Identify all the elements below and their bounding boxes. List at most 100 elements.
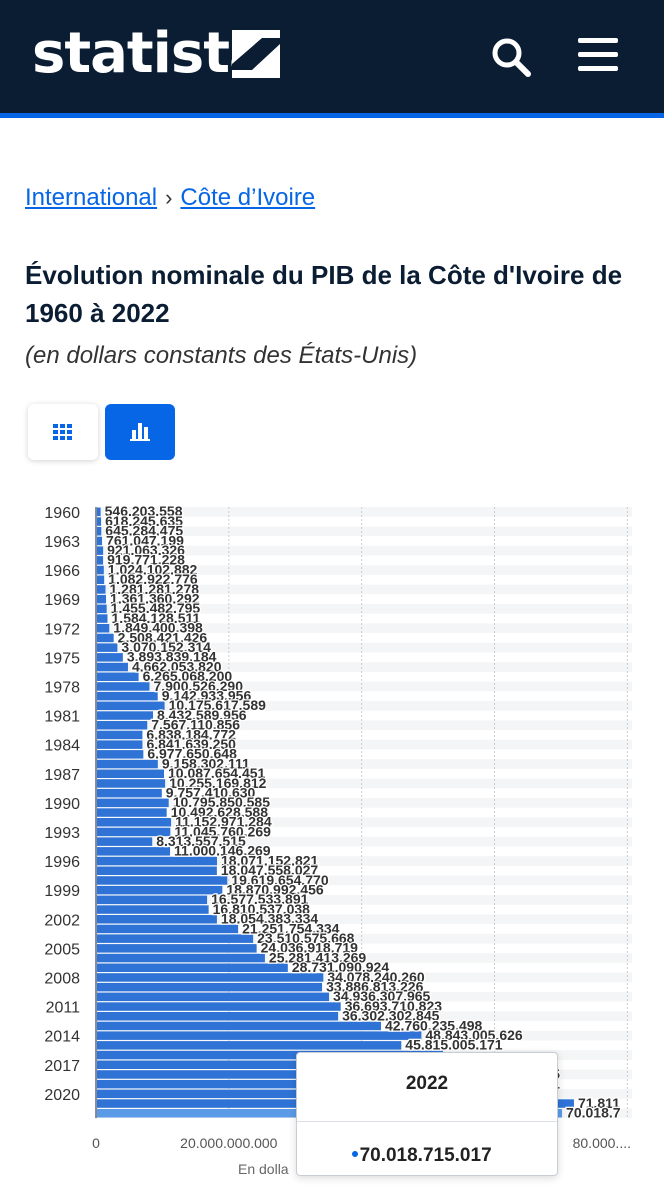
statista-logo[interactable]: statista [32, 21, 267, 86]
value-label-1985: 6.977.650.648 [147, 746, 237, 762]
value-label-1999: 18.870.992.456 [226, 882, 324, 898]
value-label-1968: 1.281.281.278 [110, 581, 200, 597]
year-label-1987: 1987 [44, 767, 80, 784]
breadcrumb: International › Côte d’Ivoire [25, 184, 315, 212]
row-band [96, 778, 632, 789]
bar-2003 [97, 924, 239, 934]
bar-1986 [97, 759, 158, 769]
value-label-1971: 1.584.128.511 [112, 610, 201, 626]
row-band [96, 739, 632, 750]
year-label-1966: 1966 [44, 563, 80, 580]
row-band [96, 526, 632, 537]
bar-1995 [97, 847, 171, 856]
value-label-1967: 1.082.922.776 [108, 571, 198, 587]
x-tick-label: 20.000.000.000 [180, 1135, 278, 1151]
bar-1993 [97, 827, 171, 837]
row-band [96, 972, 632, 983]
row-band [96, 701, 632, 711]
year-label-1993: 1993 [44, 825, 80, 842]
row-band [96, 584, 632, 595]
hamburger-menu-icon[interactable] [578, 38, 618, 72]
bar-1961 [97, 517, 102, 526]
bar-2010 [97, 992, 330, 1002]
bar-1963 [97, 536, 103, 546]
x-tick-label: 0 [92, 1135, 100, 1151]
bar-1967 [97, 575, 105, 584]
bar-1960 [97, 507, 101, 517]
year-label-1969: 1969 [44, 592, 80, 609]
row-band [96, 507, 632, 517]
row-band [96, 798, 632, 808]
value-label-2008: 34.078.240.260 [327, 969, 425, 985]
x-axis-label: En dolla [238, 1161, 289, 1177]
row-band [96, 856, 632, 866]
value-label-2002: 18.054.383.334 [221, 911, 319, 927]
year-label-1990: 1990 [44, 796, 80, 813]
site-header: statista [0, 0, 664, 113]
bar-1992 [97, 818, 172, 827]
value-label-1983: 6.838.184.772 [146, 726, 236, 742]
row-band [96, 565, 632, 575]
row-band [96, 545, 632, 556]
row-band [96, 953, 632, 963]
value-label-1970: 1.455.482.795 [111, 600, 201, 616]
bar-1973 [97, 633, 114, 643]
row-band [96, 895, 632, 905]
bar-1989 [97, 788, 162, 798]
bar-1980 [97, 701, 165, 711]
value-label-1988: 10.255.169.812 [169, 775, 267, 791]
row-band [96, 720, 632, 731]
search-icon[interactable] [490, 36, 532, 78]
value-label-2007: 28.731.090.924 [292, 959, 390, 975]
value-label-1997: 18.047.558.027 [221, 862, 319, 878]
year-label-1981: 1981 [44, 709, 80, 726]
table-view-button[interactable] [28, 404, 98, 460]
year-label-1960: 1960 [44, 505, 80, 522]
bar-1996 [97, 856, 218, 866]
bar-2014 [97, 1031, 422, 1040]
value-label-1977: 6.265.068.200 [143, 668, 233, 684]
value-label-2005: 24.036.918.719 [261, 940, 359, 956]
bar-2013 [97, 1021, 381, 1031]
bar-1985 [97, 750, 144, 759]
year-label-1963: 1963 [44, 534, 80, 551]
year-label-2017: 2017 [44, 1058, 80, 1075]
value-label-1966: 1.024.102.882 [108, 561, 198, 577]
bar-1990 [97, 798, 169, 808]
value-label-2012: 36.302.302.845 [342, 1008, 440, 1024]
value-label-2004: 23.510.575.668 [257, 930, 355, 946]
year-label-2011: 2011 [46, 1000, 81, 1017]
row-band [96, 759, 632, 769]
bar-1964 [97, 546, 104, 555]
header-accent-bar [0, 113, 664, 118]
chart-view-button[interactable] [105, 404, 175, 460]
breadcrumb-international[interactable]: International [25, 184, 158, 211]
bar-1974 [97, 643, 118, 652]
year-label-1996: 1996 [44, 854, 80, 871]
page-subtitle: (en dollars constants des États-Unis) [25, 342, 418, 369]
value-label-2022: 70.018.7 [566, 1105, 621, 1121]
year-label-1999: 1999 [44, 883, 80, 900]
bar-1994 [97, 837, 153, 846]
value-label-2010: 34.936.307.965 [333, 988, 431, 1004]
bar-1977 [97, 672, 139, 681]
bar-1998 [97, 876, 228, 885]
row-band [96, 933, 632, 944]
breadcrumb-cote-divoire[interactable]: Côte d’Ivoire [180, 184, 316, 211]
value-label-2014: 48.843.005.626 [425, 1027, 523, 1043]
bar-2015 [97, 1041, 402, 1050]
bar-1969 [97, 594, 107, 604]
bar-2002 [97, 915, 217, 924]
value-label-2015: 45.815.005.171 [405, 1037, 503, 1053]
bar-1979 [97, 691, 158, 701]
statista-logo-mark-icon[interactable] [232, 30, 280, 78]
tooltip-value: 70.018.715.017 [349, 1145, 492, 1167]
value-label-1994: 8.313.557.515 [156, 833, 246, 849]
bar-1970 [97, 604, 107, 614]
bar-1983 [97, 730, 143, 740]
bar-1962 [97, 527, 102, 536]
year-label-2014: 2014 [44, 1029, 80, 1046]
bar-2017 [97, 1060, 483, 1069]
bar-1991 [97, 808, 167, 817]
value-label-1960: 546.203.558 [105, 503, 183, 519]
